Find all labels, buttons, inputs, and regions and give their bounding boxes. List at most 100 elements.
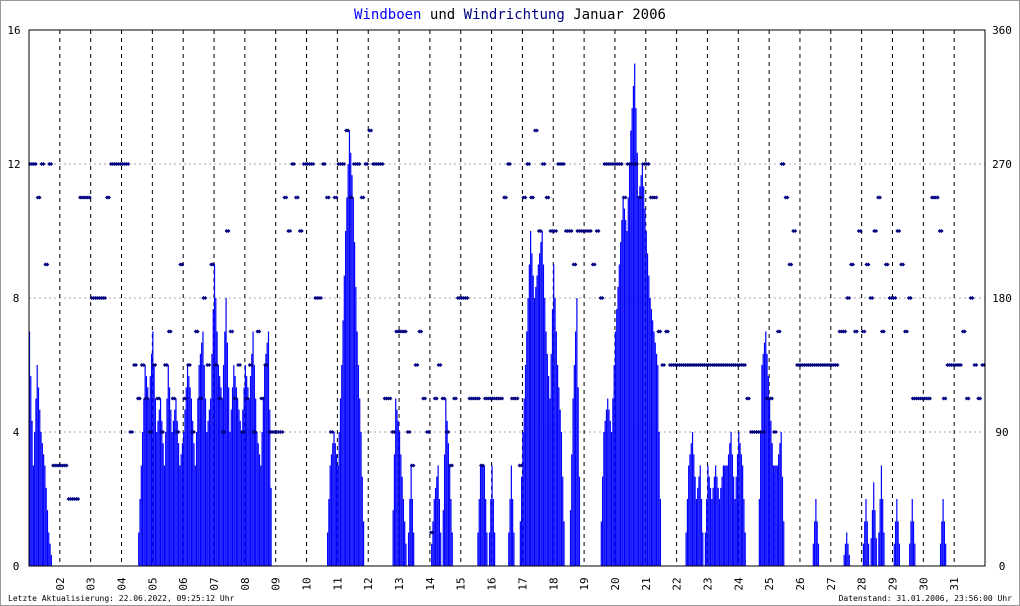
direction-point [465, 296, 470, 300]
direction-point [538, 229, 543, 233]
y-axis-labels: 0 4 8 12 16 0 90 180 270 360 [7, 24, 1012, 573]
y-right-tick: 0 [999, 560, 1006, 573]
direction-point [334, 195, 339, 200]
direction-point [743, 363, 748, 367]
direction-point [746, 396, 751, 401]
direction-point [230, 329, 235, 334]
direction-point [638, 195, 643, 200]
direction-point [515, 396, 520, 401]
direction-point [777, 329, 782, 334]
direction-point [665, 329, 670, 334]
x-tick-label: 31 [948, 577, 961, 590]
x-tick-label: 15 [455, 577, 468, 590]
direction-point [33, 162, 38, 166]
direction-point [187, 363, 192, 367]
direction-point [403, 329, 408, 334]
x-tick-label: 05 [146, 577, 159, 590]
direction-point [261, 396, 266, 401]
last-update-text: Letzte Aktualisierung: 22.06.2022, 09:25… [8, 594, 235, 603]
x-tick-label: 04 [116, 577, 129, 591]
direction-point [349, 195, 354, 200]
x-tick-label: 09 [270, 577, 283, 590]
direction-point [623, 195, 628, 200]
x-tick-label: 14 [424, 577, 437, 591]
direction-point [662, 363, 667, 367]
direction-point [477, 396, 482, 401]
direction-point [793, 229, 798, 233]
direction-point [858, 229, 863, 233]
x-tick-label: 27 [825, 577, 838, 590]
direction-point [523, 195, 528, 200]
direction-point [546, 195, 551, 200]
y-left-tick: 16 [7, 24, 20, 37]
direction-point [211, 262, 216, 267]
direction-point [141, 363, 146, 367]
direction-point [446, 430, 451, 434]
x-tick-label: 18 [547, 577, 560, 590]
direction-point [257, 329, 262, 334]
direction-point [874, 229, 879, 233]
x-tick-label: 02 [54, 577, 67, 590]
direction-point [434, 396, 439, 401]
y-left-tick: 12 [7, 158, 20, 171]
x-tick-label: 29 [886, 577, 899, 590]
x-tick-label: 12 [362, 577, 375, 590]
y-right-tick: 90 [995, 426, 1008, 439]
direction-point [37, 195, 42, 200]
x-tick-label: 26 [794, 577, 807, 590]
direction-point [507, 162, 512, 166]
direction-point [978, 396, 983, 401]
direction-point [407, 430, 412, 434]
direction-point [342, 162, 347, 166]
direction-point [411, 463, 416, 468]
x-tick-label: 13 [393, 577, 406, 590]
x-tick-label: 10 [301, 577, 314, 590]
y-left-tick: 8 [13, 292, 20, 305]
direction-point [850, 262, 855, 267]
direction-point [881, 329, 886, 334]
direction-point [770, 396, 775, 401]
direction-point [870, 296, 875, 300]
direction-point [280, 430, 285, 434]
direction-point [480, 463, 485, 468]
direction-point [168, 329, 173, 334]
direction-point [588, 229, 593, 233]
direction-point [561, 162, 566, 166]
direction-point [299, 229, 304, 233]
direction-point [450, 463, 455, 468]
direction-point [253, 430, 258, 434]
direction-point [222, 430, 227, 434]
direction-point [781, 162, 786, 166]
direction-point [157, 396, 162, 401]
direction-point [106, 195, 111, 200]
direction-point [238, 363, 243, 367]
y-right-tick: 270 [992, 158, 1012, 171]
direction-point [877, 195, 882, 200]
direction-point [958, 363, 963, 367]
direction-point [357, 162, 362, 166]
title-direction: Windrichtung [464, 7, 565, 23]
x-tick-label: 30 [917, 577, 930, 590]
direction-point [164, 363, 169, 367]
direction-point [145, 396, 150, 401]
direction-point [160, 430, 165, 434]
x-tick-label: 22 [671, 577, 684, 590]
direction-point [843, 329, 848, 334]
direction-point [908, 296, 913, 300]
direction-point [519, 463, 524, 468]
direction-point [762, 430, 767, 434]
direction-point [928, 396, 933, 401]
direction-point [203, 296, 208, 300]
direction-point [974, 363, 979, 367]
x-tick-label: 16 [486, 577, 499, 590]
direction-point [569, 229, 574, 233]
direction-point [76, 497, 81, 501]
direction-point [288, 229, 293, 233]
direction-point [785, 195, 790, 200]
y-left-tick: 4 [13, 426, 20, 439]
direction-point [415, 363, 420, 367]
direction-point [835, 363, 840, 367]
y-left-tick: 0 [13, 560, 20, 573]
direction-point [854, 329, 859, 334]
x-tick-label: 08 [239, 577, 252, 590]
